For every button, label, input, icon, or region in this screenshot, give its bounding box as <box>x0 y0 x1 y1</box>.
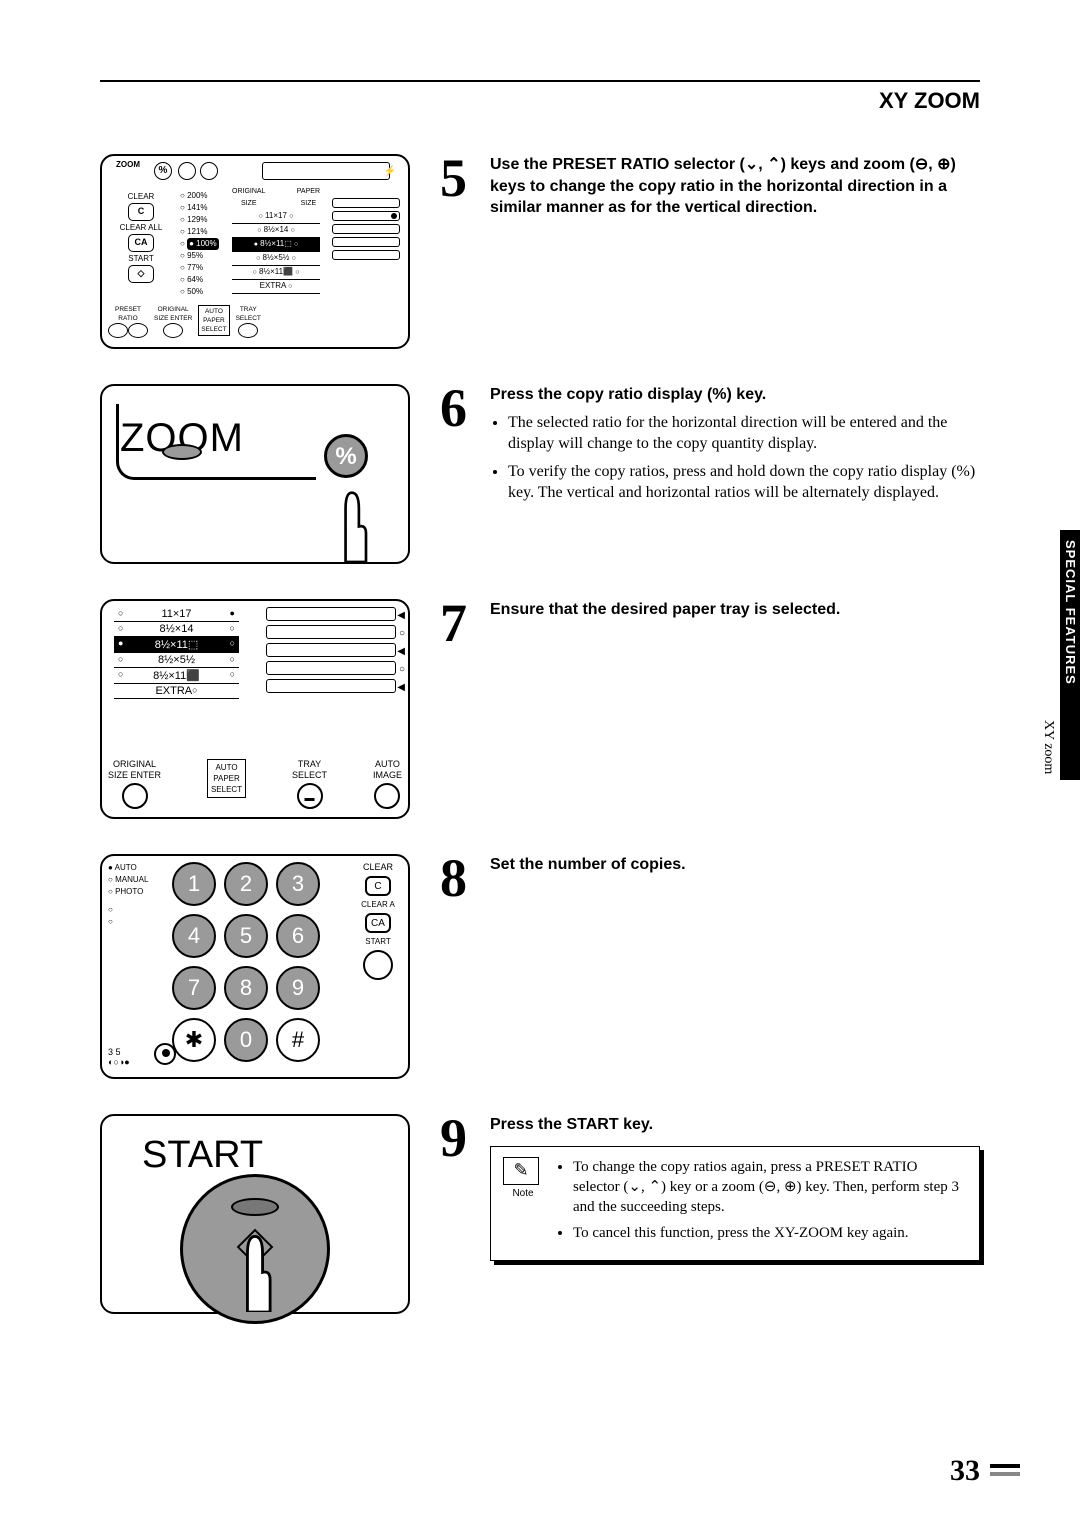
panel-start-closeup: START <box>100 1114 410 1314</box>
exposure-scale: 3 5 ◐○◑● <box>108 1047 130 1067</box>
pct-button-large: % <box>324 434 368 478</box>
keypad-right-col: CLEAR C CLEAR A CA START <box>352 862 404 984</box>
contrast-dial-icon <box>154 1043 176 1065</box>
note-box: ✎ Note To change the copy ratios again, … <box>490 1146 980 1261</box>
start-text: START <box>142 1134 263 1177</box>
tray-slots: ◀ ○ ◀ ○ ◀ <box>266 607 396 697</box>
step-6-heading: Press the copy ratio display (%) key. <box>490 384 980 406</box>
c-button: C <box>365 876 391 896</box>
ratio-list: 200%141%129%121% 100% 95%77%64%50% <box>180 190 228 298</box>
header-rule <box>100 80 980 82</box>
size-list: ORIGINALSIZEPAPERSIZE ○ 11×17 ○ ○ 8½×14 … <box>232 186 320 294</box>
panel-keypad: AUTOMANUALPHOTO 123 456 789 ✱0# CLEAR C … <box>100 854 410 1079</box>
page-number: 33 <box>950 1454 980 1488</box>
paper-size-list: ○ 11×17 ● ○ 8½×14 ○ ● 8½×11⬚ ○ ○ 8½×5½ ○… <box>114 607 239 699</box>
start-label-small: START <box>352 937 404 946</box>
step-number-9: 9 <box>440 1114 480 1314</box>
battery-icon: ⚡ <box>384 166 396 177</box>
panel-control-overview: ZOOM % ⚡ CLEAR C CLEAR ALL CA START ◇ 20… <box>100 154 410 349</box>
step-number-6: 6 <box>440 384 480 564</box>
note-icon: ✎ <box>503 1157 539 1185</box>
finger-icon <box>322 482 378 562</box>
finger-icon <box>224 1227 286 1312</box>
step-5-heading: Use the PRESET RATIO selector (⌄, ⌃) key… <box>490 154 980 219</box>
page-number-bars <box>990 1464 1020 1480</box>
indicator-led <box>162 444 202 460</box>
step-number-8: 8 <box>440 854 480 1079</box>
step-6-bullet-1: The selected ratio for the horizontal di… <box>508 412 980 455</box>
step-number-5: 5 <box>440 154 480 349</box>
clear-button: C <box>128 203 154 221</box>
step-number-7: 7 <box>440 599 480 819</box>
note-label: Note <box>512 1188 533 1199</box>
page-title: XY ZOOM <box>100 88 980 114</box>
clear-all-label: CLEAR ALL <box>108 223 174 232</box>
side-tab-sub: XY zoom <box>1040 720 1056 774</box>
lcd-display <box>262 162 390 180</box>
auto-image: AUTOIMAGE <box>373 759 402 809</box>
step-9-heading: Press the START key. <box>490 1114 980 1136</box>
tray-select: TRAYSELECT▬ <box>292 759 327 809</box>
note-bullet-2: To cancel this function, press the XY-ZO… <box>573 1223 967 1243</box>
bottom-button-row: PRESETRATIO ORIGINALSIZE ENTER AUTOPAPER… <box>108 305 402 341</box>
step-8-heading: Set the number of copies. <box>490 854 980 876</box>
start-led <box>231 1198 279 1216</box>
clear-all-button: CA <box>128 234 154 252</box>
pct-key-icon: % <box>154 162 172 180</box>
note-bullet-1: To change the copy ratios again, press a… <box>573 1157 967 1218</box>
tray-indicators <box>332 198 400 263</box>
start-diamond-icon <box>357 944 399 986</box>
step-7-heading: Ensure that the desired paper tray is se… <box>490 599 980 621</box>
panel-zoom-closeup: ZOOM % <box>100 384 410 564</box>
clear-label: CLEAR <box>352 862 404 872</box>
exposure-modes: AUTOMANUALPHOTO <box>108 862 148 928</box>
start-button-small: ◇ <box>128 265 154 283</box>
ca-button: CA <box>365 913 391 933</box>
start-label: START <box>108 254 174 263</box>
side-tab-main: SPECIAL FEATURES <box>1063 540 1078 685</box>
zoom-keys <box>178 162 218 180</box>
zoom-label: ZOOM <box>116 160 140 169</box>
clear-label: CLEAR <box>108 192 174 201</box>
panel-paper-tray: ○ 11×17 ● ○ 8½×14 ○ ● 8½×11⬚ ○ ○ 8½×5½ ○… <box>100 599 410 819</box>
orig-size-enter: ORIGINALSIZE ENTER <box>108 759 161 809</box>
step-6-bullet-2: To verify the copy ratios, press and hol… <box>508 461 980 504</box>
numeric-keypad: 123 456 789 ✱0# <box>172 862 320 1062</box>
auto-paper-select: AUTOPAPERSELECT <box>207 759 246 809</box>
